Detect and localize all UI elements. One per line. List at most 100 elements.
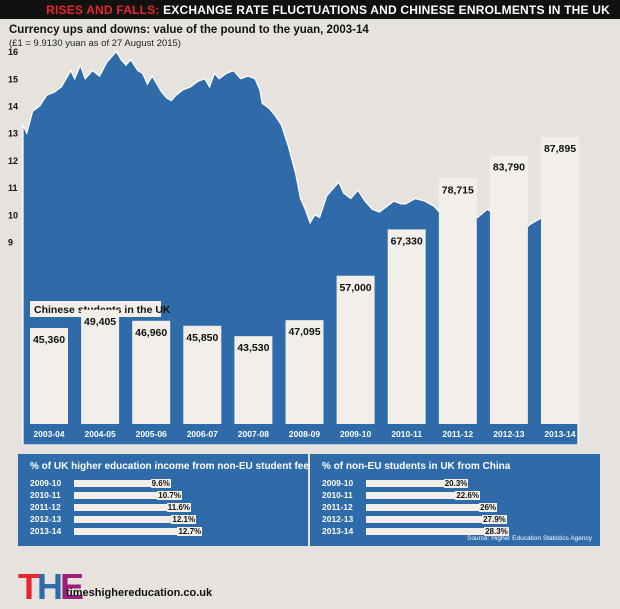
- student-bar-2010-11: [387, 229, 426, 424]
- student-value-2011-12: 78,715: [442, 184, 474, 196]
- student-bar-2005-06: [132, 320, 171, 424]
- panel-row-label: 2009-10: [322, 478, 354, 488]
- y-tick-10: 10: [8, 210, 18, 220]
- the-logo[interactable]: THE: [18, 566, 84, 607]
- student-bar-2012-13: [489, 155, 528, 424]
- student-bar-2006-07: [183, 325, 222, 424]
- fees-panel-title: % of UK higher education income from non…: [30, 461, 315, 472]
- student-value-2007-08: 43,530: [237, 342, 269, 354]
- panel-bar-value: 12.1%: [171, 515, 197, 524]
- header-main: EXCHANGE RATE FLUCTUATIONS AND CHINESE E…: [163, 3, 610, 17]
- header-bar: RISES AND FALLS: EXCHANGE RATE FLUCTUATI…: [0, 0, 620, 19]
- student-bar-2007-08: [234, 336, 273, 424]
- student-category-2011-12: 2011-12: [442, 429, 473, 439]
- panel-bar-value: 20.3%: [443, 479, 469, 488]
- panel-row-label: 2010-11: [30, 490, 61, 500]
- panel-row: 2010-11 22.6%: [322, 490, 592, 500]
- student-category-2003-04: 2003-04: [33, 429, 64, 439]
- panel-bar: 20.3%: [366, 479, 469, 488]
- student-category-2013-14: 2013-14: [544, 429, 575, 439]
- y-tick-16: 16: [8, 47, 18, 57]
- student-bar-2004-05: [81, 309, 120, 424]
- student-category-2006-07: 2006-07: [187, 429, 218, 439]
- header-title: RISES AND FALLS: EXCHANGE RATE FLUCTUATI…: [46, 3, 610, 17]
- panel-row-track: 20.3%: [366, 479, 588, 488]
- student-value-2006-07: 45,850: [186, 332, 218, 344]
- panel-row-track: 12.7%: [74, 527, 296, 536]
- logo-e: E: [60, 566, 84, 607]
- china-share-panel: % of non-EU students in UK from China 20…: [310, 454, 600, 546]
- panel-bar-value: 9.6%: [150, 479, 171, 488]
- student-value-2003-04: 45,360: [33, 334, 65, 346]
- panel-row: 2011-12 26%: [322, 502, 592, 512]
- student-bar-2003-04: [30, 327, 68, 424]
- panel-row: 2011-12 11.6%: [30, 502, 300, 512]
- china-share-panel-title: % of non-EU students in UK from China: [322, 461, 511, 472]
- student-value-2008-09: 47,095: [288, 326, 320, 338]
- y-tick-13: 13: [8, 129, 18, 139]
- panel-row: 2013-14 12.7%: [30, 526, 300, 536]
- panel-bar-value: 11.6%: [166, 503, 192, 512]
- panel-row-label: 2009-10: [30, 478, 62, 488]
- logo-h: H: [37, 566, 63, 607]
- panel-bar: 28.3%: [366, 527, 509, 536]
- panel-row-track: 26%: [366, 503, 588, 512]
- panel-row-track: 22.6%: [366, 491, 588, 500]
- student-category-2010-11: 2010-11: [391, 429, 422, 439]
- panel-row-track: 12.1%: [74, 515, 296, 524]
- student-bar-2008-09: [285, 320, 324, 424]
- student-category-2008-09: 2008-09: [289, 429, 320, 439]
- panel-row-label: 2013-14: [322, 526, 354, 536]
- panel-row: 2012-13 12.1%: [30, 514, 300, 524]
- panel-bar-value: 26%: [479, 503, 498, 512]
- student-category-2009-10: 2009-10: [340, 429, 371, 439]
- fees-panel: % of UK higher education income from non…: [18, 454, 314, 546]
- student-value-2012-13: 83,790: [493, 162, 525, 174]
- panel-row: 2010-11 10.7%: [30, 490, 300, 500]
- panel-row-track: 27.9%: [366, 515, 588, 524]
- student-value-2010-11: 67,330: [391, 235, 423, 247]
- panel-bar-value: 10.7%: [157, 491, 182, 500]
- panel-row: 2009-10 9.6%: [30, 478, 300, 488]
- panel-row: 2009-10 20.3%: [322, 478, 592, 488]
- panel-row: 2012-13 27.9%: [322, 514, 592, 524]
- panel-bar-value: 12.7%: [177, 527, 203, 536]
- student-bar-2011-12: [438, 178, 477, 424]
- panel-row-track: 10.7%: [74, 491, 296, 500]
- student-category-2005-06: 2005-06: [136, 429, 167, 439]
- site-url[interactable]: timeshighereducation.co.uk: [66, 587, 213, 599]
- student-value-2009-10: 57,000: [340, 282, 372, 294]
- panel-bar-value: 27.9%: [482, 515, 507, 524]
- panel-row-track: 9.6%: [74, 479, 296, 488]
- panel-bar: 22.6%: [366, 491, 481, 500]
- panel-bar-value: 28.3%: [484, 527, 509, 536]
- panel-row-label: 2012-13: [322, 514, 354, 524]
- y-tick-15: 15: [8, 74, 18, 84]
- y-tick-12: 12: [8, 156, 18, 166]
- panel-bar: 10.7%: [74, 491, 182, 500]
- panel-row-label: 2010-11: [322, 490, 353, 500]
- student-value-2004-05: 49,405: [84, 316, 116, 328]
- student-bar-2009-10: [336, 275, 375, 424]
- y-tick-14: 14: [8, 102, 18, 112]
- panel-row-track: 11.6%: [74, 503, 296, 512]
- header-accent: RISES AND FALLS:: [46, 3, 160, 17]
- student-bar-2013-14: [541, 137, 579, 424]
- student-category-2004-05: 2004-05: [84, 429, 115, 439]
- panel-bar: 12.1%: [74, 515, 197, 524]
- panel-row-label: 2013-14: [30, 526, 62, 536]
- students-title-box: [30, 301, 161, 317]
- chart-subtitle: (£1 = 9.9130 yuan as of 27 August 2015): [9, 38, 181, 49]
- panel-bar: 26%: [366, 503, 498, 512]
- panel-row-label: 2012-13: [30, 514, 62, 524]
- chart-title: Currency ups and downs: value of the pou…: [9, 24, 369, 36]
- panel-row: 2013-14 28.3%: [322, 526, 592, 536]
- panel-bar: 12.7%: [74, 527, 203, 536]
- panel-bar: 11.6%: [74, 503, 192, 512]
- y-tick-11: 11: [8, 183, 18, 193]
- student-value-2005-06: 46,960: [135, 327, 167, 339]
- y-tick-9: 9: [8, 238, 13, 248]
- panel-row-label: 2011-12: [30, 502, 61, 512]
- logo-t: T: [18, 566, 40, 607]
